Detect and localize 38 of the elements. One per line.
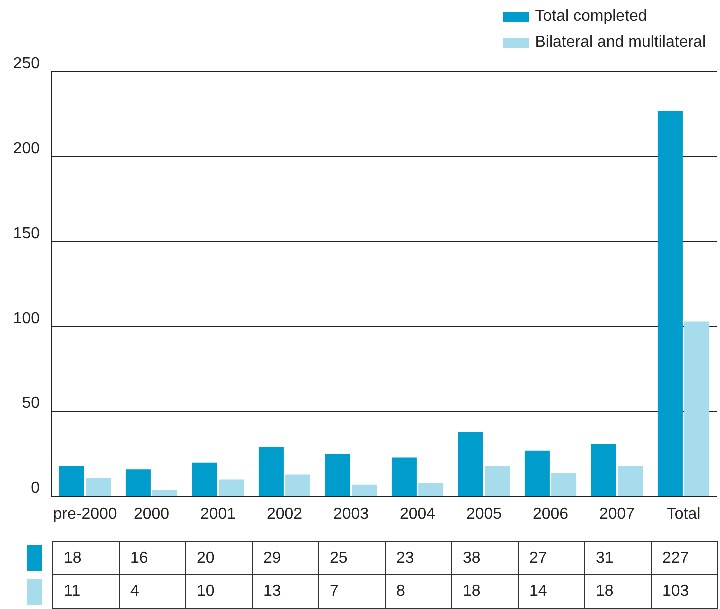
data-label: 14 (518, 575, 585, 609)
y-tick-label: 200 (13, 140, 40, 158)
data-label: 29 (252, 541, 319, 575)
x-tick-label: 2004 (400, 506, 436, 523)
data-label: 11 (52, 575, 120, 609)
data-label: 7 (318, 575, 386, 609)
y-tick-label: 150 (13, 225, 40, 242)
x-tick-label: 2006 (532, 506, 569, 523)
data-label: 31 (584, 541, 652, 575)
y-tick-label: 0 (31, 480, 40, 498)
x-tick-label: 2007 (599, 506, 636, 523)
data-label: 16 (118, 541, 186, 575)
x-tick-label: 2002 (266, 506, 303, 523)
data-label: 227 (650, 541, 718, 575)
x-tick-label: 2000 (134, 506, 170, 523)
data-label: 23 (384, 541, 452, 575)
x-tick-label: Total (666, 506, 701, 523)
x-tick-label: 2001 (200, 506, 236, 523)
y-tick-label: 50 (22, 395, 40, 412)
y-tick-label: 100 (13, 310, 40, 328)
legend-label: Bilateral and multilateral (535, 34, 706, 52)
data-label: 8 (384, 575, 452, 609)
data-label: 38 (451, 541, 518, 575)
y-tick-label: 250 (13, 55, 40, 72)
data-label: 27 (518, 541, 585, 575)
data-label: 13 (252, 575, 319, 609)
x-tick-label: 2003 (333, 506, 370, 523)
data-label: 18 (584, 575, 652, 609)
legend-label: Total completed (535, 8, 648, 26)
data-label: 20 (185, 541, 252, 575)
data-label: 25 (318, 541, 386, 575)
x-tick-label: 2005 (466, 506, 502, 523)
data-label: 18 (52, 541, 120, 575)
data-label: 4 (118, 575, 186, 609)
data-label: 18 (451, 575, 518, 609)
data-label: 10 (185, 575, 252, 609)
data-label: 103 (650, 575, 718, 609)
x-tick-label: pre-2000 (53, 506, 118, 523)
